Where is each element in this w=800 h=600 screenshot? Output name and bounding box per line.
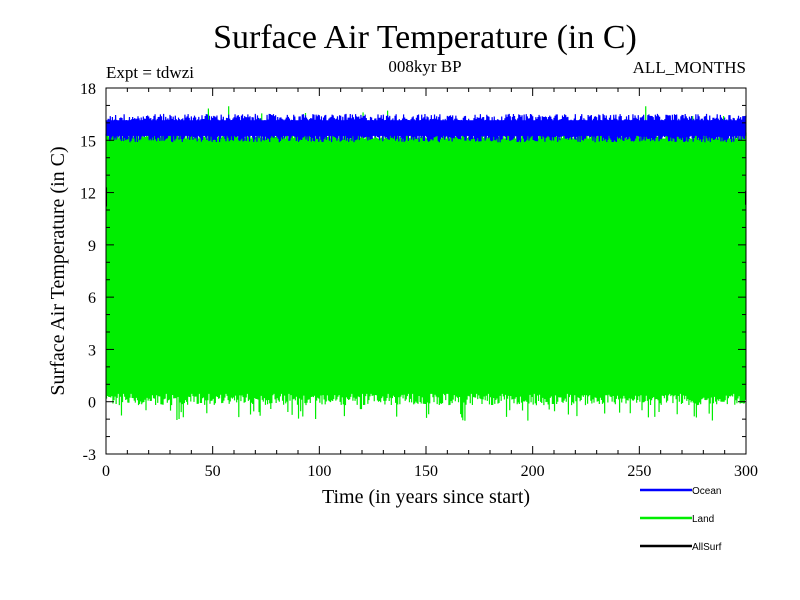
y-tick-label: -3 xyxy=(83,447,96,464)
series-land-band xyxy=(106,138,746,394)
x-tick-label: 150 xyxy=(414,463,438,480)
y-tick-label: 12 xyxy=(80,186,96,203)
x-tick-label: 0 xyxy=(102,463,110,480)
chart-title: Surface Air Temperature (in C) xyxy=(213,19,637,56)
x-axis-label: Time (in years since start) xyxy=(322,486,530,508)
x-tick-label: 50 xyxy=(205,463,221,480)
legend: Ocean Land AllSurf xyxy=(640,486,722,553)
legend-label-land: Land xyxy=(692,514,714,525)
x-tick-label: 250 xyxy=(627,463,651,480)
x-tick-label: 200 xyxy=(521,463,545,480)
y-axis-ticks: -3 0 3 6 9 12 15 18 xyxy=(80,81,746,464)
period-label: 008kyr BP xyxy=(388,57,461,76)
y-tick-label: 6 xyxy=(88,290,96,307)
y-tick-label: 18 xyxy=(80,81,96,98)
y-axis-label: Surface Air Temperature (in C) xyxy=(47,146,69,395)
series-ocean-line xyxy=(105,113,747,143)
legend-label-ocean: Ocean xyxy=(692,486,721,497)
y-tick-label: 9 xyxy=(88,238,96,255)
y-tick-label: 0 xyxy=(88,395,96,412)
x-tick-label: 100 xyxy=(307,463,331,480)
y-tick-label: 15 xyxy=(80,133,96,150)
y-tick-label: 3 xyxy=(88,342,96,359)
series-layer xyxy=(105,106,747,421)
months-label: ALL_MONTHS xyxy=(633,58,746,77)
legend-label-allsurf: AllSurf xyxy=(692,542,722,553)
experiment-label: Expt = tdwzi xyxy=(106,63,194,82)
x-axis-ticks: 0 50 100 150 200 250 300 xyxy=(102,88,758,480)
x-tick-label: 300 xyxy=(734,463,758,480)
